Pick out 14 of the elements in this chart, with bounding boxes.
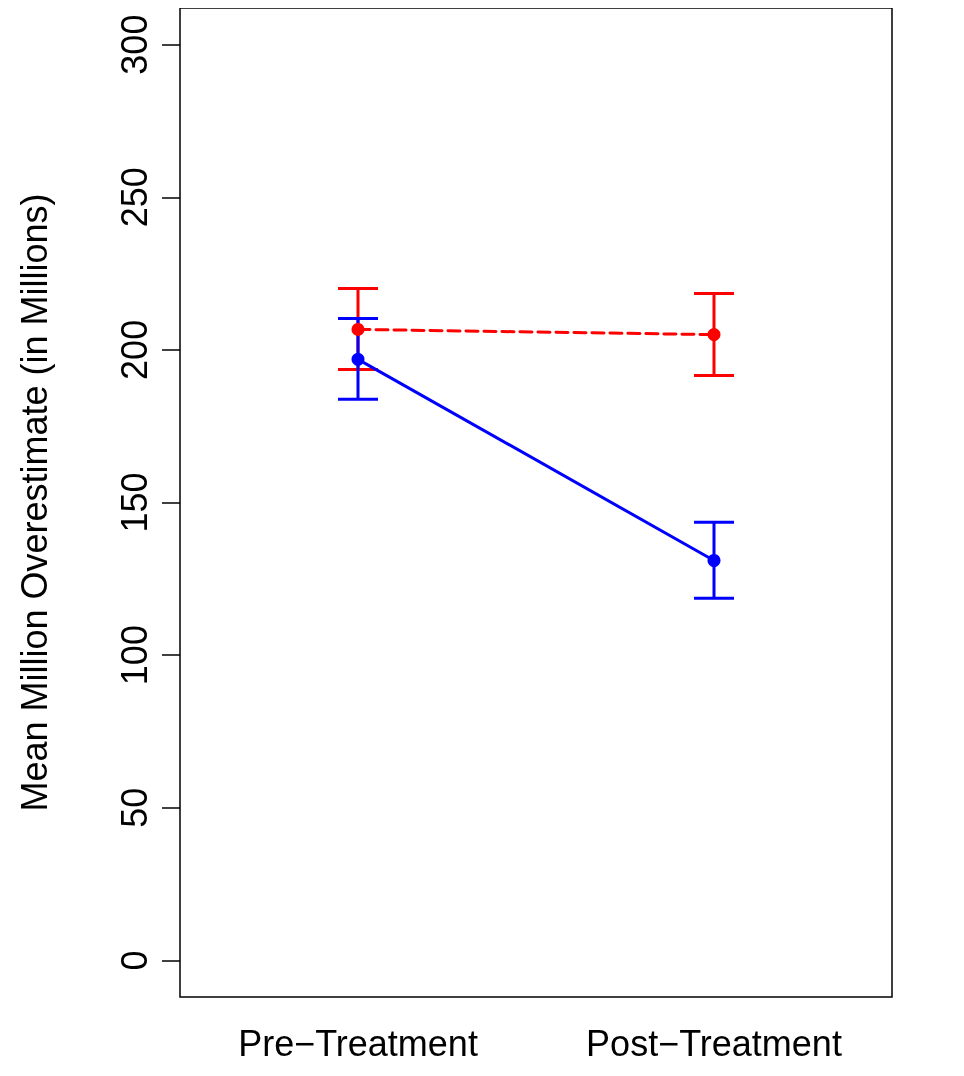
y-tick-label: 250 [113, 167, 155, 228]
y-tick-label: 300 [113, 14, 155, 75]
x-tick-label: Pre−Treatment [238, 1022, 478, 1064]
y-tick-label: 100 [113, 625, 155, 686]
point [707, 554, 721, 567]
y-tick-label: 0 [113, 950, 155, 971]
point [351, 322, 365, 336]
x-tick-label: Post−Treatment [586, 1022, 842, 1064]
point [351, 352, 365, 366]
y-tick-label: 150 [113, 472, 155, 533]
y-tick-label: 50 [113, 787, 155, 828]
point [707, 328, 721, 342]
y-axis-title: Mean Million Overestimate (in Millions) [13, 193, 55, 812]
y-tick-label: 200 [113, 319, 155, 380]
